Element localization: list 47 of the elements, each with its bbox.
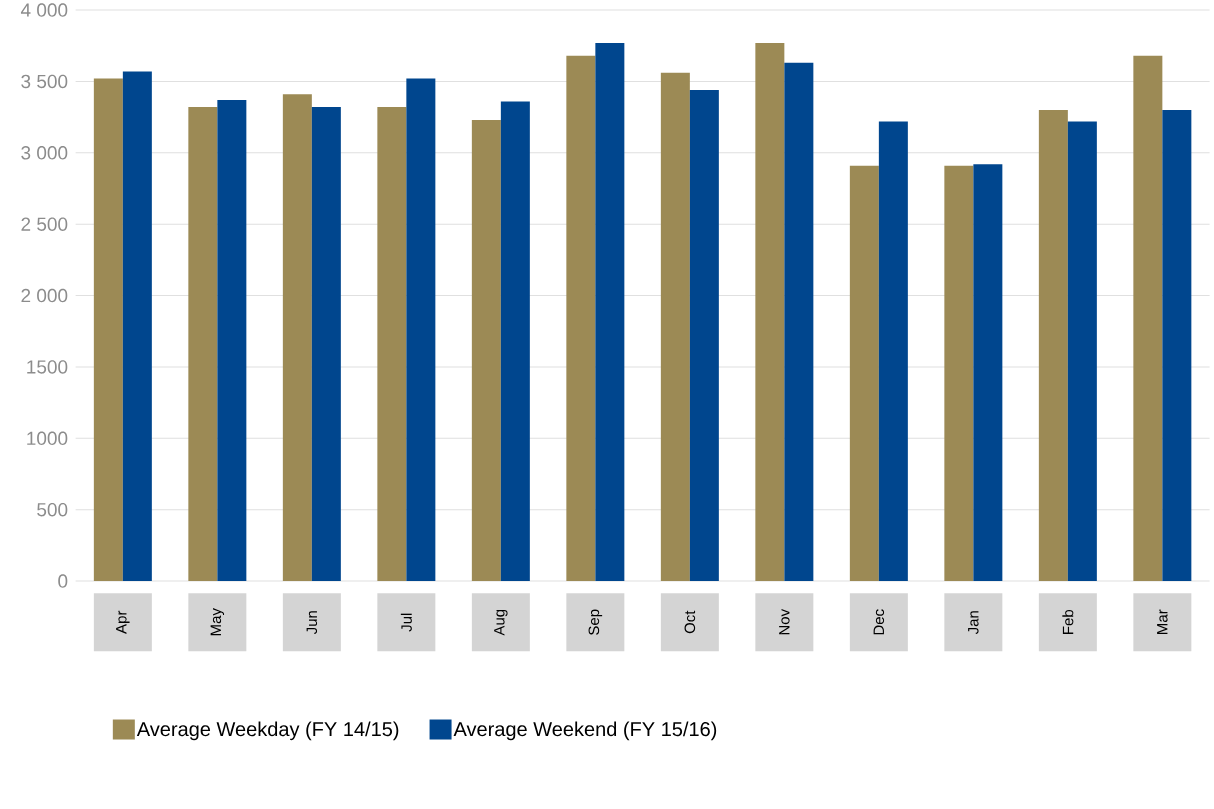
bar [689, 89, 719, 581]
x-tick-label: Mar [1157, 609, 1168, 634]
x-tick-label: Apr [116, 610, 130, 634]
y-tick-label: 2 000 [21, 288, 68, 303]
y-tick-label: 4 000 [20, 3, 68, 17]
bar [93, 78, 123, 581]
bar [595, 42, 625, 581]
y-tick-label: 1000 [27, 431, 68, 445]
y-tick-label: 3 500 [21, 74, 68, 88]
bar [471, 119, 501, 581]
x-tick-label: Oct [684, 610, 696, 633]
x-tick-label: Dec [873, 609, 885, 635]
bar [217, 99, 247, 581]
bar [1133, 55, 1163, 581]
bar [878, 121, 908, 581]
bar [311, 106, 341, 581]
legend-label: Average Weekday (FY 14/15) [136, 721, 399, 740]
bar [784, 62, 814, 581]
x-tick-label: Nov [779, 608, 790, 635]
bar [973, 164, 1003, 581]
x-tick-label: Sep [588, 609, 603, 635]
bar [122, 71, 152, 581]
bar [755, 42, 785, 581]
y-tick-label: 0 [58, 574, 68, 588]
legend-label: Average Weekend (FY 15/16) [453, 721, 717, 740]
bar [1038, 109, 1068, 581]
y-tick-label: 2 500 [21, 217, 68, 231]
bar [849, 165, 879, 581]
bar [1162, 109, 1192, 581]
bar [944, 165, 974, 581]
y-tick-label: 3 000 [21, 145, 68, 160]
y-tick-label: 1500 [27, 359, 68, 374]
bar [282, 94, 312, 581]
bar [566, 55, 596, 581]
bar [406, 78, 436, 581]
y-tick-label: 500 [37, 502, 68, 517]
x-tick-label: Aug [494, 609, 508, 636]
x-tick-label: Feb [1062, 609, 1074, 634]
bar [188, 106, 218, 581]
x-tick-label: Jul [400, 613, 412, 632]
x-tick-label: May [210, 607, 225, 635]
bar [500, 101, 530, 581]
bar [377, 106, 407, 581]
bar [1067, 121, 1097, 581]
bar [660, 72, 690, 581]
x-tick-label: Jun [306, 610, 318, 634]
x-tick-label: Jan [968, 610, 979, 634]
